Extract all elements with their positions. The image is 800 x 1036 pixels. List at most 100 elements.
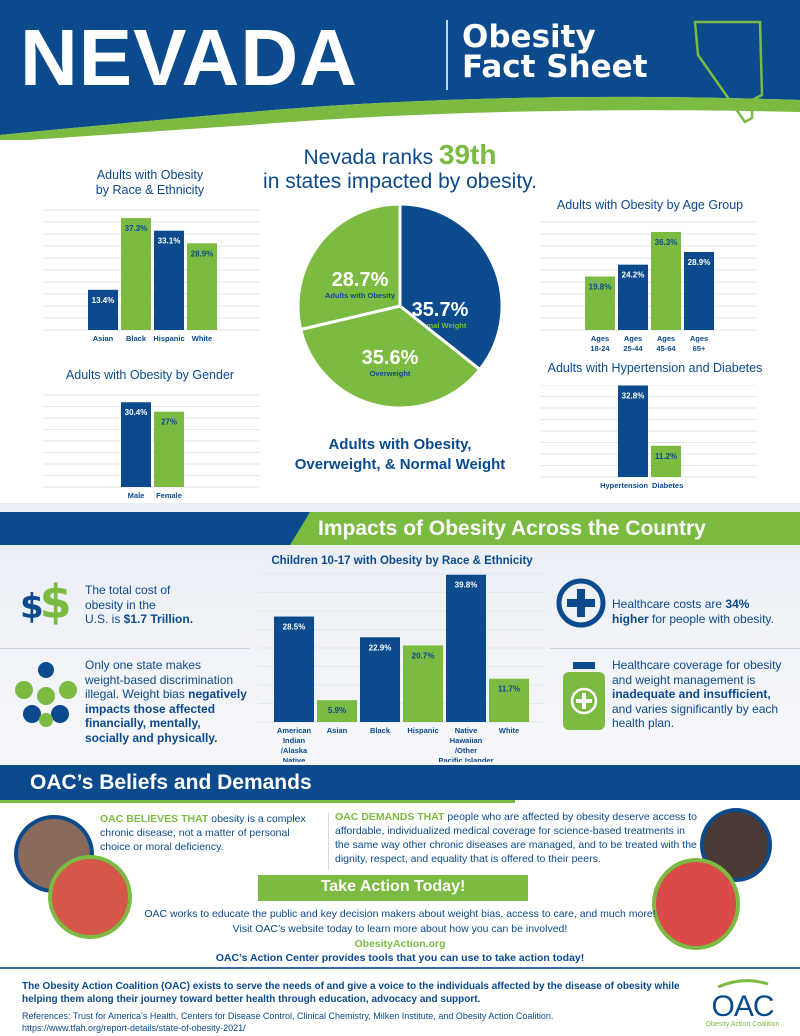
action-line-2: Visit OAC’s website today to learn more …	[232, 923, 568, 935]
headline-suffix: in states impacted by obesity.	[263, 170, 537, 193]
data-label: 37.3%	[125, 224, 148, 233]
text-line: weight-based discrimination	[85, 672, 234, 687]
coverage-fact: Healthcare coverage for obesity and weigh…	[612, 658, 798, 731]
believes-lead: OAC BELIEVES THAT	[100, 813, 209, 825]
category-label: Ages	[591, 334, 609, 343]
oac-logo: OAC Obesity Action Coalition	[700, 975, 785, 1028]
impacts-title: Impacts of Obesity Across the Country	[290, 512, 800, 545]
bias-fact: Only one state makes weight-based discrim…	[85, 658, 253, 745]
data-label: 19.8%	[589, 283, 612, 292]
category-label: 65+	[693, 344, 706, 353]
demands-lead: OAC DEMANDS THAT	[335, 811, 445, 823]
references-text: References: Trust for America’s Health, …	[22, 1011, 554, 1021]
believes-text: obesity is a complex chronic disease, no…	[100, 813, 306, 853]
bar	[360, 637, 400, 722]
cost-fact: The total cost of obesity in the U.S. is $…	[85, 583, 250, 627]
references-url[interactable]: https://www.tfah.org/report-details/stat…	[22, 1023, 246, 1033]
data-label: 24.2%	[622, 271, 645, 280]
bar	[88, 289, 118, 330]
page-title: Obesity Fact Sheet	[462, 22, 648, 85]
data-label: 13.4%	[92, 296, 115, 305]
data-label: 28.9%	[688, 258, 711, 267]
category-label: American	[277, 726, 312, 735]
title-line: by Race & Ethnicity	[95, 183, 205, 197]
title-line: Adults with Obesity	[96, 168, 204, 182]
logo-text: OAC	[711, 990, 774, 1023]
slice-name: Adults with Obesity	[325, 291, 396, 300]
gender-chart: 30.4% Male 27% Female	[43, 394, 260, 500]
category-label: /Alaska	[281, 746, 308, 755]
bar	[317, 700, 357, 722]
footer-divider	[0, 967, 800, 969]
data-label: 32.8%	[622, 392, 645, 401]
pie-slice	[398, 202, 504, 372]
slice-value: 35.7%	[412, 299, 469, 321]
dollar-icon: $$	[20, 575, 72, 629]
mission-statement: The Obesity Action Coalition (OAC) exist…	[22, 981, 680, 1005]
category-label: /Other	[455, 746, 477, 755]
age-chart: 19.8%Ages18-2424.2%Ages25-4436.3%Ages45-…	[540, 221, 757, 353]
demands-text: people who are affected by obesity deser…	[335, 811, 698, 865]
nevada-outline-icon	[693, 20, 764, 124]
bar	[154, 411, 184, 487]
text-bold: socially and physically.	[85, 730, 218, 745]
title-line-2: Fact Sheet	[462, 49, 648, 85]
category-label: 18-24	[590, 344, 610, 353]
person-photo	[48, 855, 132, 939]
children-chart-title: Children 10-17 with Obesity by Race & Et…	[271, 555, 533, 567]
text-bold: higher	[612, 611, 649, 626]
category-label: Hispanic	[407, 726, 438, 735]
category-label: Hypertension	[600, 481, 648, 490]
weight-pie-chart: 35.7%Normal Weight 35.6%Overweight 28.7%Ad…	[296, 202, 504, 410]
data-label: 30.4%	[125, 408, 148, 417]
text-line: Healthcare coverage for obesity	[612, 658, 782, 672]
text-line: illegal. Weight bias	[85, 687, 189, 701]
category-label: Hawaiian	[450, 736, 483, 745]
text-line: U.S. is	[85, 612, 124, 626]
category-label: Hispanic	[153, 334, 184, 343]
website-link[interactable]: ObesityAction.org	[354, 938, 446, 950]
category-label: Black	[126, 334, 147, 343]
title-line: Overweight, & Normal Weight	[294, 456, 506, 473]
text-bold: negatively	[188, 687, 247, 701]
bar	[446, 574, 486, 722]
data-label: 11.7%	[498, 685, 520, 694]
text-line: for people with obesity.	[648, 611, 774, 626]
data-label: 28.5%	[283, 623, 306, 632]
text-line: and weight management is	[612, 672, 756, 687]
race-chart: 13.4% Asian 37.3% Black 33.1% Hispanic 28.9% Wh…	[43, 209, 260, 343]
category-label: White	[499, 726, 519, 735]
text-bold: 34%	[725, 597, 750, 611]
oac-believes: OAC BELIEVES THAT obesity is a complex c…	[100, 812, 322, 854]
data-label: 20.7%	[412, 651, 435, 660]
bar	[274, 616, 314, 722]
rank-value: 39th	[438, 139, 497, 170]
header: NEVADA Obesity Fact Sheet	[0, 0, 800, 140]
headline-prefix: Nevada ranks	[303, 146, 439, 169]
hypertension-diabetes-chart: 32.8% Hypertension 11.2% Diabetes	[540, 385, 757, 490]
beliefs-title: OAC’s Beliefs and Demands	[0, 765, 800, 800]
gender-chart-title: Adults with Obesity by Gender	[65, 368, 235, 382]
pie-slice	[298, 304, 482, 410]
text-bold: financially, mentally,	[85, 716, 201, 730]
divider	[0, 648, 250, 649]
healthcare-cost-fact: Healthcare costs are 34% higher for peopl…	[612, 597, 798, 626]
children-chart: 28.5%AmericanIndian/AlaskaNative5.9%Asia…	[258, 573, 545, 762]
puzzle-icon	[15, 662, 77, 727]
person-photo	[652, 858, 740, 950]
text-line: health plan.	[612, 716, 675, 730]
references: References: Trust for America’s Health, …	[22, 1010, 692, 1034]
category-label: Indian	[283, 736, 306, 745]
data-label: 36.3%	[655, 238, 678, 247]
bar	[187, 243, 217, 330]
category-label: 25-44	[623, 344, 643, 353]
bar	[121, 218, 151, 330]
bar	[489, 678, 529, 722]
text-line: and varies significantly by each	[612, 701, 779, 716]
data-label: 33.1%	[158, 237, 181, 246]
action-line-1: OAC works to educate the public and key …	[144, 908, 656, 920]
rank-headline: Nevada ranks 39th in states impacted by o…	[200, 141, 600, 194]
logo-subtitle: Obesity Action Coalition	[705, 1021, 780, 1028]
action-line-3: OAC’s Action Center provides tools that …	[215, 952, 585, 964]
pie-slice	[296, 202, 402, 332]
